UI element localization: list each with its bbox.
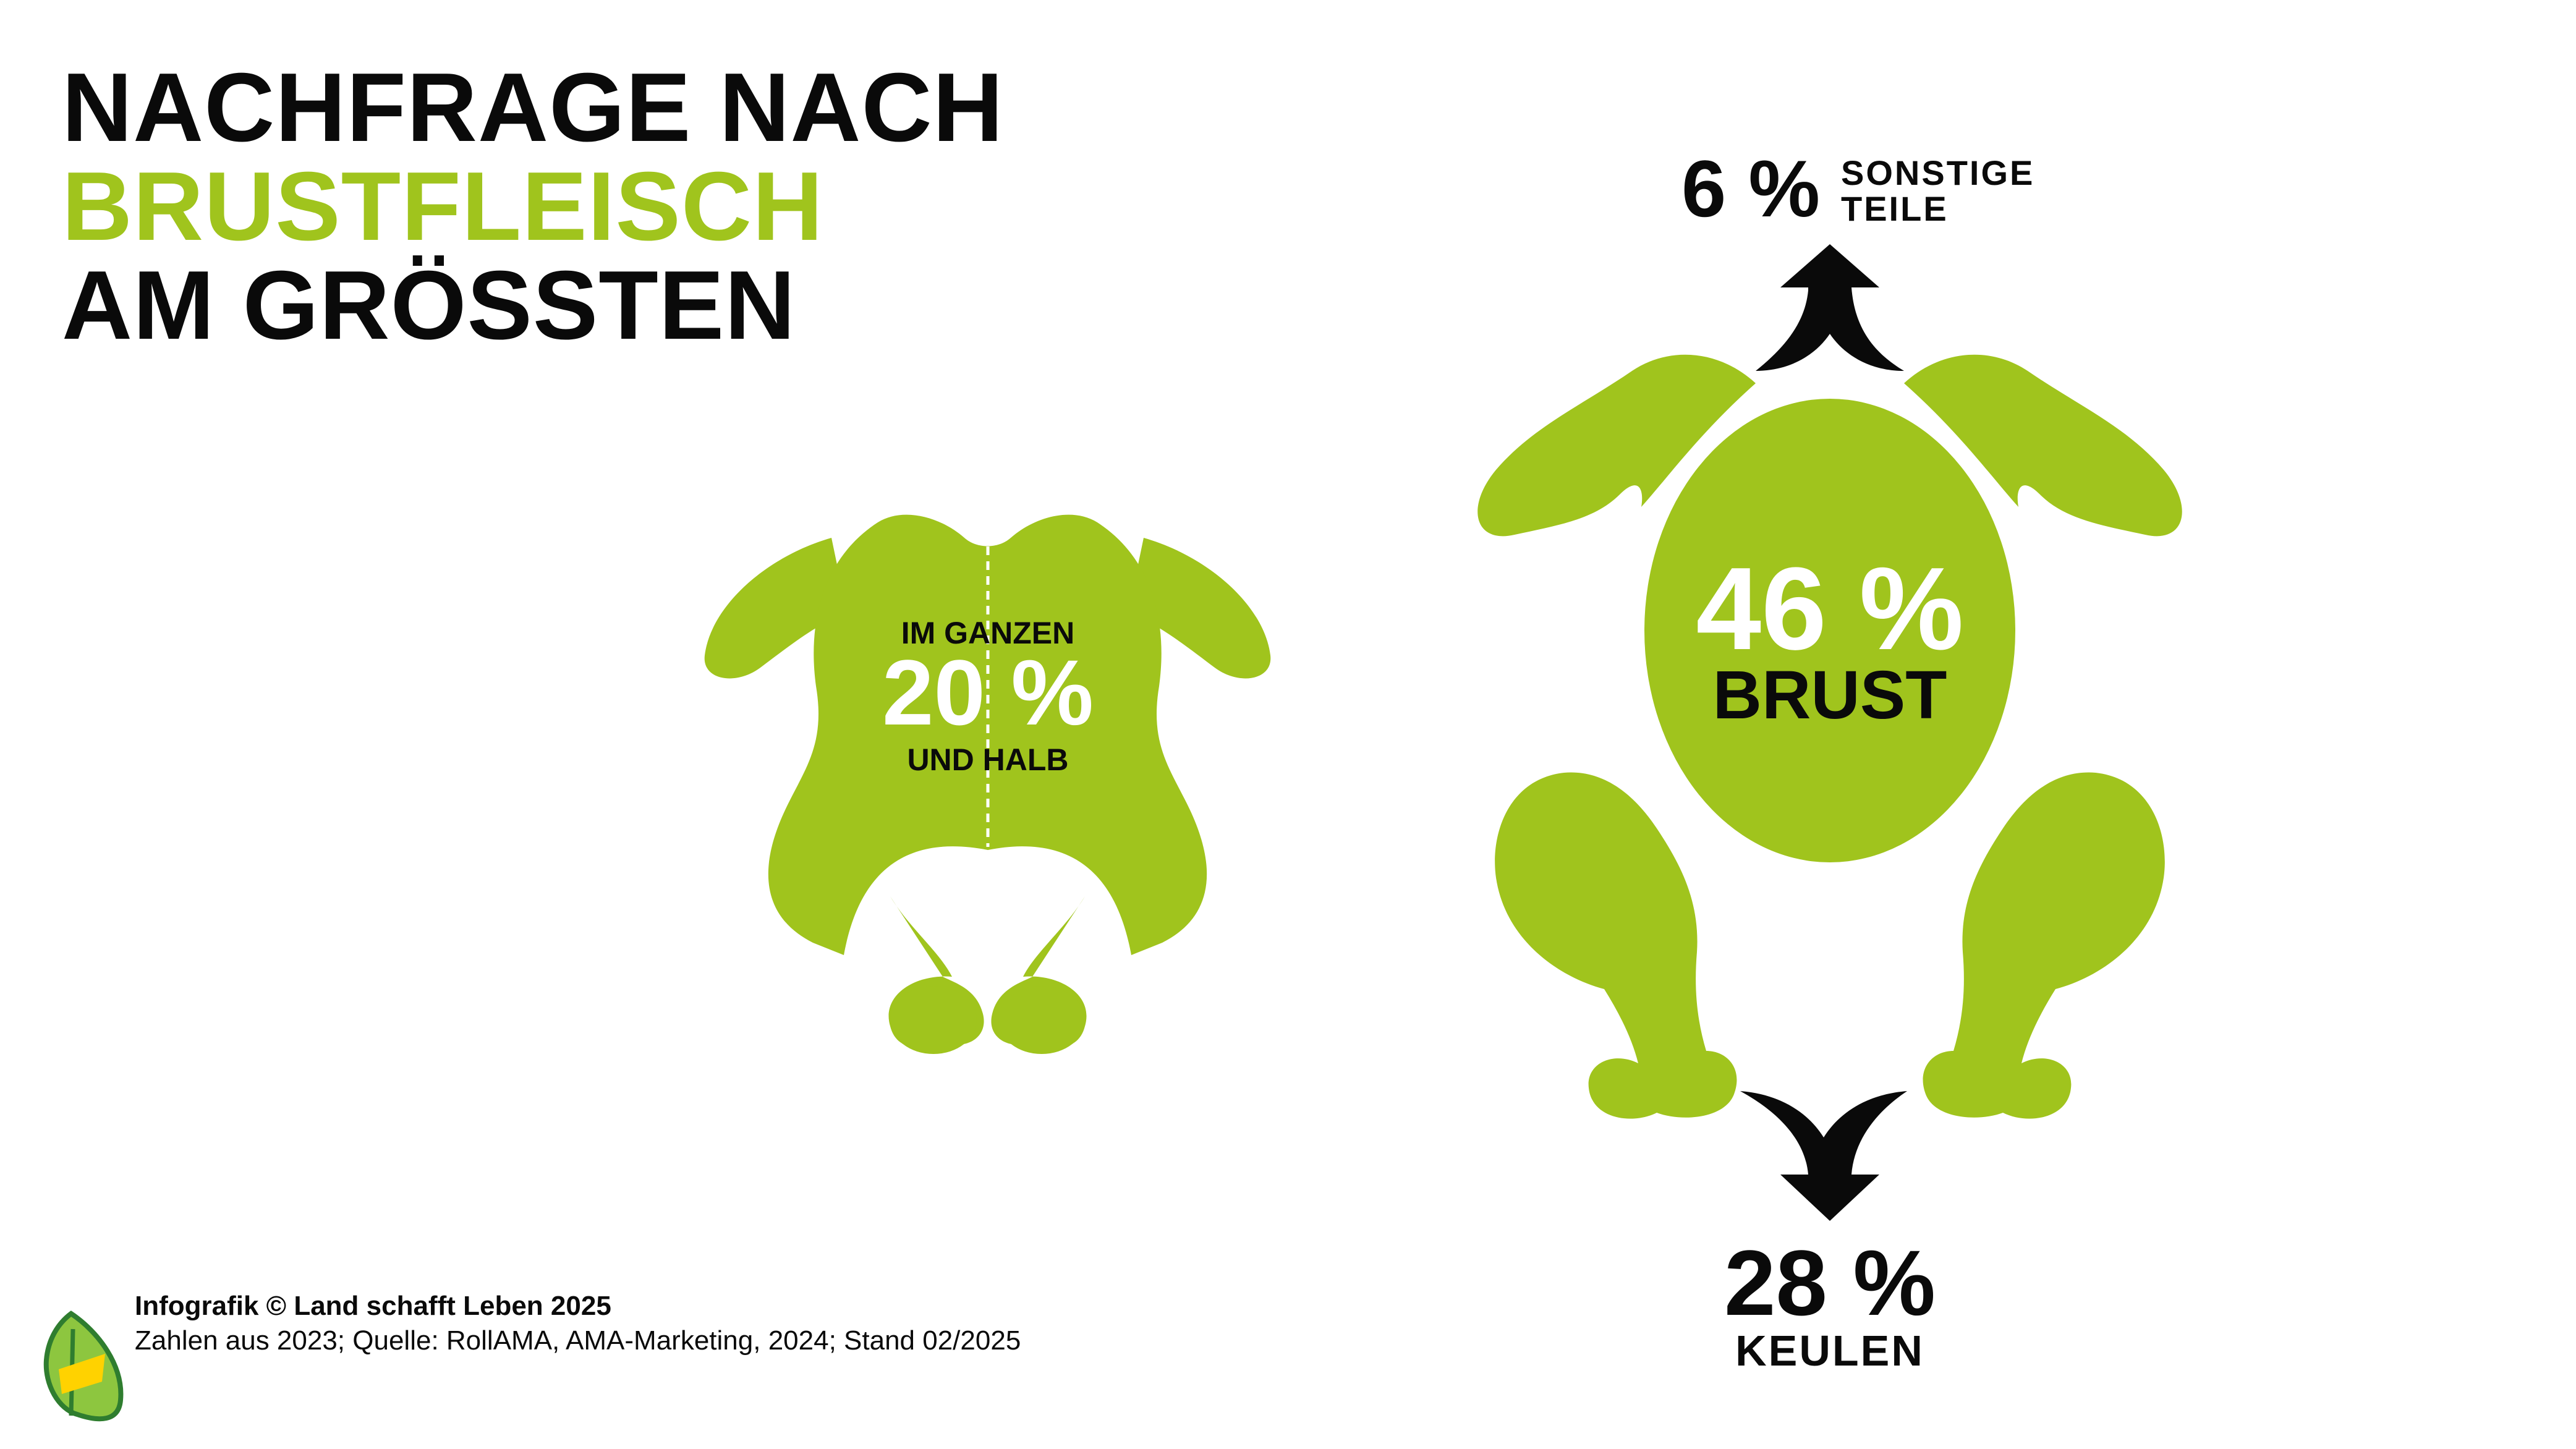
breast-label: BRUST [1657,658,2003,733]
whole-value: 20 % [853,643,1123,742]
legs-label: KEULEN [1669,1326,1991,1375]
legs-value: 28 % [1669,1233,1991,1332]
footer: Infografik © Land schafft Leben 2025 Zah… [135,1289,1021,1358]
arrow-down-icon [1740,1091,1907,1221]
footer-source: Zahlen aus 2023; Quelle: RollAMA, AMA-Ma… [135,1324,1021,1358]
arrow-up-icon [1756,244,1904,371]
other-label-2: TEILE [1841,190,1949,227]
other-label-1: SONSTIGE [1841,155,2034,192]
whole-label-bottom: UND HALB [884,742,1092,778]
breast-value: 46 % [1657,547,2003,671]
leaf-logo-icon [46,1314,121,1419]
chicken-parts-icon [1477,355,2182,1119]
other-value: 6 % [1681,145,1820,232]
footer-credit: Infografik © Land schafft Leben 2025 [135,1289,1021,1324]
